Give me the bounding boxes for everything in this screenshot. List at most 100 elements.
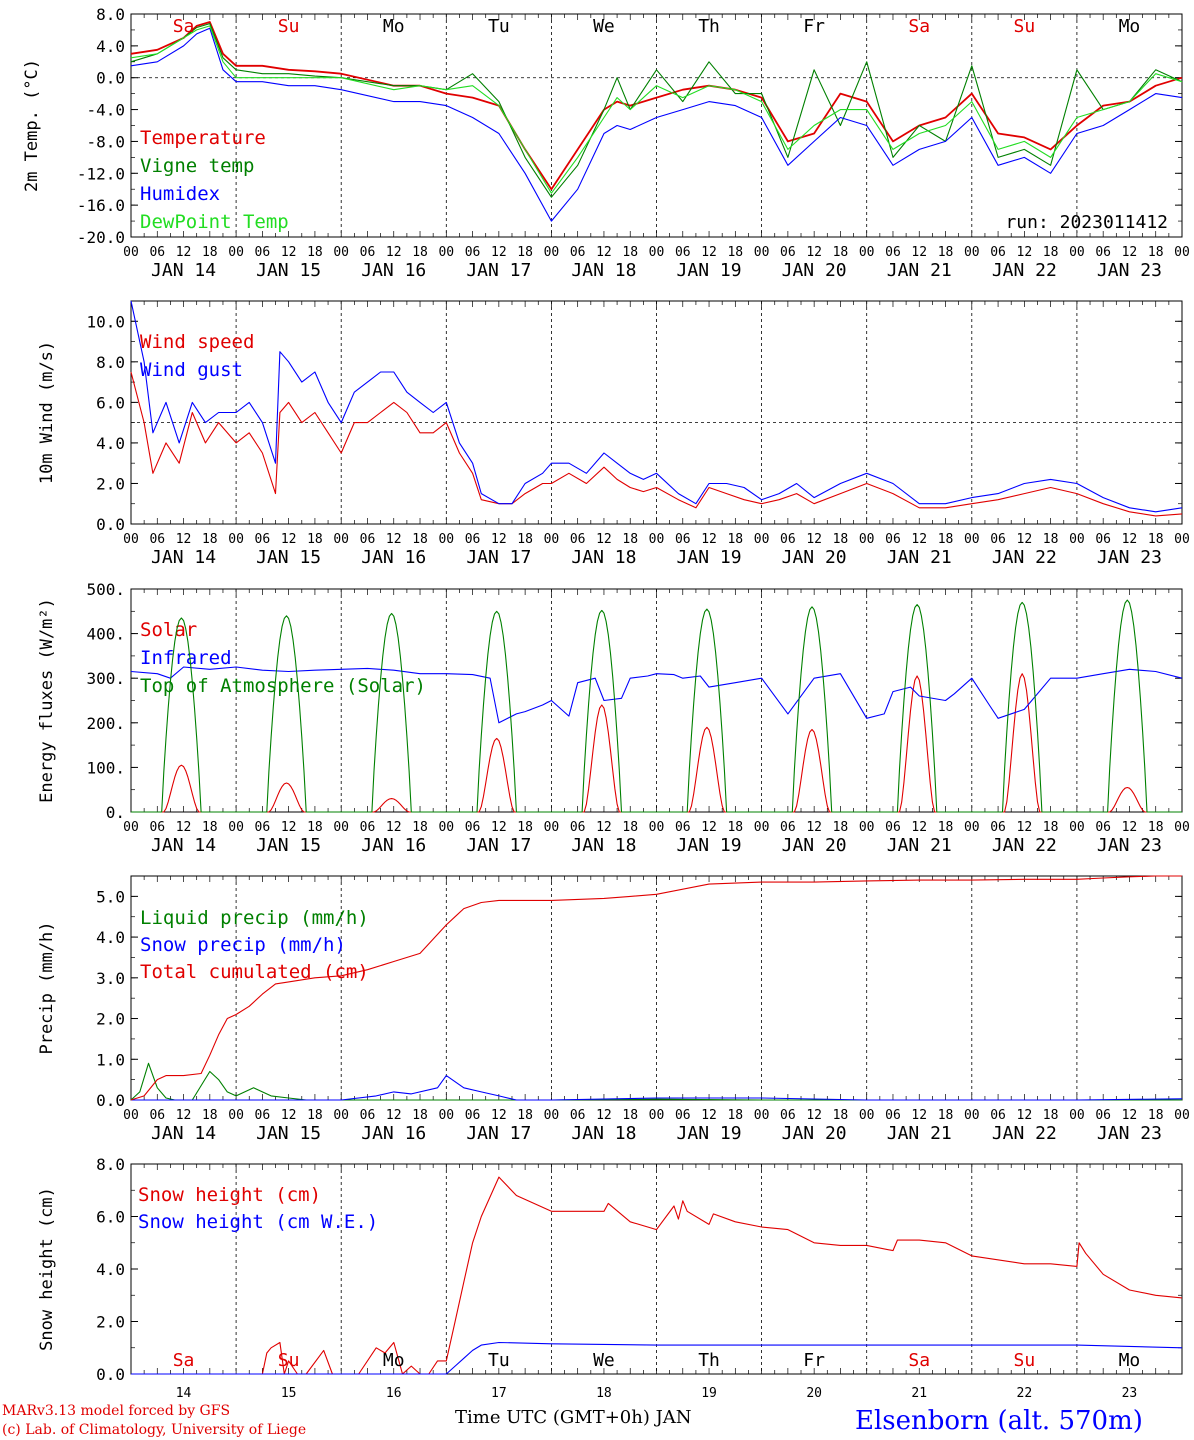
x-hour-label: 18 — [833, 820, 849, 835]
series-top-of-atmosphere-solar — [131, 599, 1182, 813]
x-hour-label: 00 — [544, 532, 560, 547]
y-tick-label: 200. — [86, 714, 125, 733]
y-axis-label: 2m Temp. (°C) — [22, 59, 42, 192]
x-hour-label: 12 — [491, 532, 507, 547]
x-date-number: 15 — [281, 1386, 297, 1401]
x-date-label: JAN 20 — [782, 1123, 847, 1144]
day-name: Th — [698, 1350, 720, 1371]
x-date-label: JAN 16 — [361, 1123, 426, 1144]
x-hour-label: 18 — [622, 245, 638, 260]
x-hour-label: 12 — [491, 820, 507, 835]
x-date-number: 19 — [701, 1386, 717, 1401]
x-hour-label: 18 — [1148, 245, 1164, 260]
x-date-number: 23 — [1122, 1386, 1138, 1401]
y-tick-label: -20.0 — [77, 228, 125, 247]
x-hour-label: 12 — [701, 820, 717, 835]
x-date-label: JAN 15 — [256, 1123, 321, 1144]
x-date-label: JAN 22 — [992, 260, 1057, 281]
x-hour-label: 00 — [438, 1108, 454, 1123]
x-hour-label: 12 — [806, 820, 822, 835]
x-date-label: JAN 18 — [571, 547, 636, 568]
x-hour-label: 06 — [675, 1108, 691, 1123]
x-hour-label: 12 — [1122, 245, 1138, 260]
day-name: Sa — [173, 16, 195, 37]
y-tick-label: 2.0 — [96, 474, 125, 493]
legend-entry: Solar — [140, 619, 197, 641]
x-hour-label: 00 — [754, 245, 770, 260]
x-hour-label: 06 — [675, 245, 691, 260]
x-hour-label: 06 — [465, 820, 481, 835]
day-name: We — [593, 1350, 615, 1371]
x-date-label: JAN 17 — [466, 1123, 531, 1144]
x-hour-label: 12 — [911, 532, 927, 547]
x-hour-label: 06 — [990, 1108, 1006, 1123]
y-tick-label: 4.0 — [96, 1260, 125, 1279]
x-hour-label: 12 — [491, 245, 507, 260]
x-hour-label: 00 — [649, 245, 665, 260]
x-hour-label: 12 — [806, 1108, 822, 1123]
y-tick-label: 4.0 — [96, 434, 125, 453]
x-date-label: JAN 23 — [1097, 547, 1162, 568]
x-hour-label: 18 — [727, 245, 743, 260]
day-name: Mo — [383, 1350, 405, 1371]
plot-frame — [130, 13, 1183, 238]
x-hour-label: 00 — [438, 245, 454, 260]
x-hour-label: 06 — [885, 1108, 901, 1123]
x-hour-label: 06 — [780, 1108, 796, 1123]
x-hour-label: 06 — [675, 532, 691, 547]
series-snow-height-cm — [131, 1176, 1183, 1375]
x-hour-label: 06 — [1095, 245, 1111, 260]
x-hour-label: 00 — [859, 245, 875, 260]
x-hour-label: 12 — [1122, 1108, 1138, 1123]
legend-entry: Infrared — [140, 647, 232, 669]
x-hour-label: 00 — [754, 532, 770, 547]
x-hour-label: 12 — [911, 820, 927, 835]
day-name: Tu — [488, 16, 510, 37]
day-name: Sa — [173, 1350, 195, 1371]
x-hour-label: 00 — [228, 245, 244, 260]
x-hour-label: 12 — [281, 820, 297, 835]
footer-model: MARv3.13 model forced by GFS — [2, 1403, 230, 1419]
x-hour-label: 18 — [833, 245, 849, 260]
legend-entry: Snow height (cm W.E.) — [138, 1211, 378, 1233]
x-hour-label: 12 — [491, 1108, 507, 1123]
x-date-label: JAN 23 — [1097, 1123, 1162, 1144]
series-temperature — [130, 21, 1183, 191]
y-tick-label: 4.0 — [96, 37, 125, 56]
y-tick-label: 0.0 — [96, 69, 125, 88]
series-total-cumulated-cm — [130, 875, 1182, 1101]
x-date-label: JAN 15 — [256, 835, 321, 856]
y-tick-label: 1.0 — [96, 1050, 125, 1069]
run-label: run: 2023011412 — [1005, 212, 1168, 233]
legend-entry: Liquid precip (mm/h) — [140, 907, 369, 929]
x-date-label: JAN 21 — [887, 547, 952, 568]
x-hour-label: 06 — [149, 1108, 165, 1123]
x-hour-label: 06 — [360, 820, 376, 835]
x-hour-label: 12 — [281, 1108, 297, 1123]
series-liquid-precip-mm-h — [130, 1062, 1182, 1101]
x-hour-label: 00 — [333, 820, 349, 835]
x-hour-label: 12 — [176, 245, 192, 260]
x-hour-label: 00 — [123, 532, 139, 547]
x-hour-label: 06 — [570, 245, 586, 260]
x-hour-label: 18 — [517, 820, 533, 835]
x-hour-label: 06 — [885, 245, 901, 260]
x-hour-label: 18 — [1148, 532, 1164, 547]
x-hour-label: 00 — [964, 820, 980, 835]
x-date-label: JAN 23 — [1097, 260, 1162, 281]
x-hour-label: 18 — [938, 1108, 954, 1123]
y-tick-label: 0.0 — [96, 1091, 125, 1110]
legend-entry: Wind gust — [140, 359, 243, 381]
legend-entry: Temperature — [140, 127, 266, 149]
x-hour-label: 00 — [649, 532, 665, 547]
panel-5: 8.0 6.0 4.0 2.0 0.0 Snow height (cm) Snow heig… — [37, 1155, 1183, 1401]
x-date-label: JAN 20 — [782, 260, 847, 281]
x-hour-label: 18 — [517, 245, 533, 260]
x-hour-label: 06 — [255, 1108, 271, 1123]
panel-4: 5.0 4.0 3.0 2.0 1.0 0.0 Precip (mm/h) Liquid pr… — [37, 875, 1190, 1144]
x-hour-label: 12 — [1017, 820, 1033, 835]
y-tick-label: 300. — [86, 669, 125, 688]
x-hour-label: 12 — [386, 245, 402, 260]
x-hour-label: 06 — [465, 1108, 481, 1123]
x-hour-label: 18 — [1043, 820, 1059, 835]
